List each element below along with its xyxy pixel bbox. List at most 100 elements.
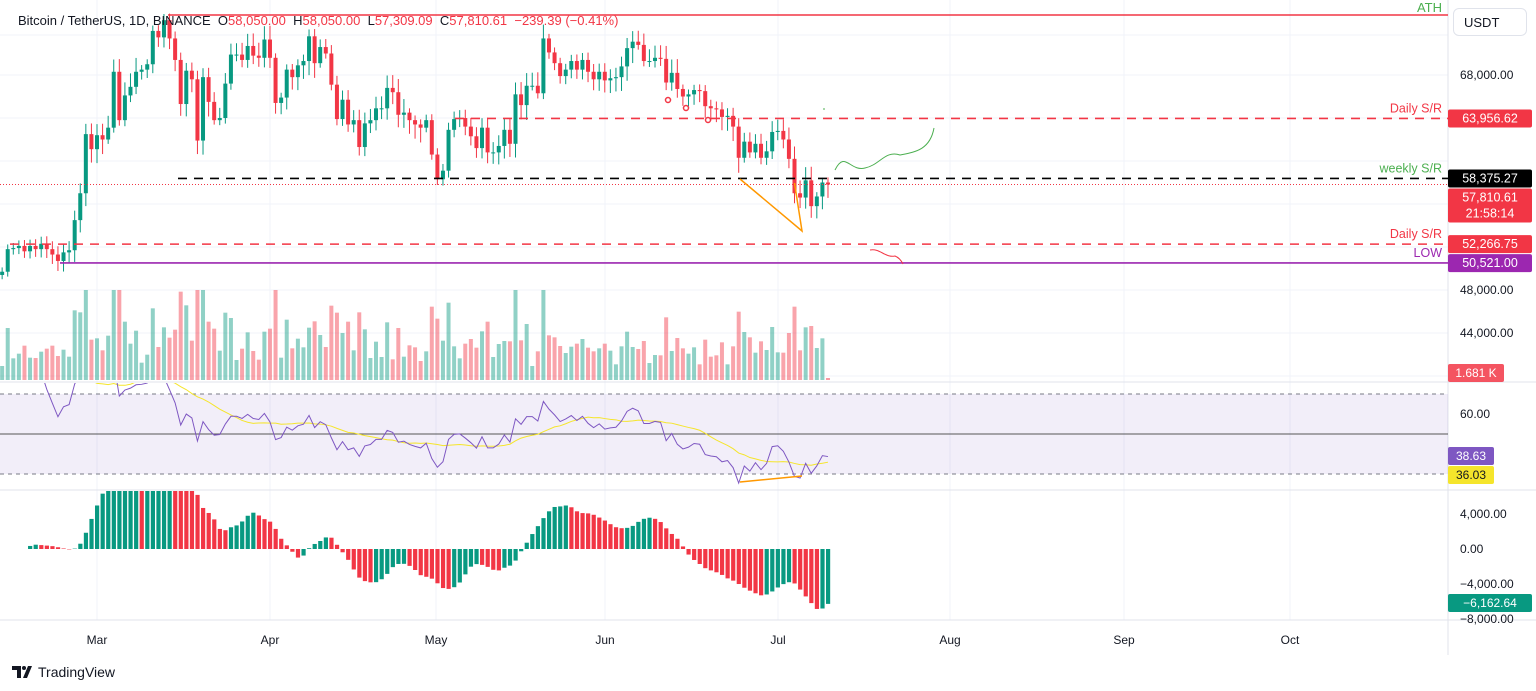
- volume-bar: [747, 337, 752, 380]
- tradingview-logo[interactable]: TradingView: [12, 664, 115, 680]
- candle-body: [362, 123, 367, 148]
- candle-body: [658, 57, 663, 59]
- ao-bar: [625, 527, 630, 549]
- ao-bar: [95, 505, 100, 549]
- candle-body: [591, 71, 596, 80]
- volume-bar: [803, 327, 808, 380]
- ao-bar: [340, 549, 345, 553]
- candle-body: [161, 20, 166, 38]
- chart-canvas[interactable]: ATH Daily S/R 63,956.62 weekly S/R 58,375.27…: [0, 0, 1536, 660]
- ao-bar: [100, 493, 105, 549]
- ao-bar: [725, 549, 730, 579]
- ao-value-label: −6,162.64: [1463, 596, 1517, 610]
- candle-body: [167, 20, 172, 39]
- candle-body: [150, 30, 155, 65]
- volume-bar: [742, 332, 747, 380]
- volume-bar: [401, 356, 406, 380]
- ao-bar: [792, 549, 797, 584]
- rsi-ma-value-label: 36.03: [1456, 468, 1486, 482]
- volume-bar: [139, 362, 144, 380]
- candle-body: [273, 57, 278, 103]
- volume-bar: [764, 350, 769, 380]
- ao-bar: [128, 491, 133, 549]
- volume-bar: [201, 290, 206, 380]
- volume-bar: [524, 324, 529, 380]
- time-axis-label: Jun: [595, 633, 614, 647]
- ao-bar: [731, 549, 736, 581]
- volume-bar: [28, 357, 33, 380]
- ao-bar: [653, 518, 658, 549]
- volume-bar: [653, 355, 657, 380]
- ao-bar: [39, 545, 44, 549]
- candle-body: [401, 112, 406, 115]
- ao-bar: [217, 528, 222, 549]
- ao-bar: [764, 549, 769, 595]
- candle-body: [346, 99, 351, 125]
- candle-body: [463, 118, 468, 127]
- low-label: L: [367, 13, 375, 28]
- volume-bar: [156, 347, 161, 380]
- candle-body: [385, 87, 390, 109]
- ao-bar: [519, 549, 524, 552]
- rsi-value-label: 38.63: [1456, 449, 1486, 463]
- ao-bar: [803, 549, 808, 597]
- ao-bar: [641, 518, 647, 549]
- volume-bar: [117, 290, 122, 380]
- candle-body: [413, 120, 418, 125]
- candle-body: [491, 152, 496, 154]
- candle-body: [697, 90, 702, 92]
- volume-bar: [680, 348, 685, 380]
- ao-bar: [736, 549, 741, 585]
- candle-body: [619, 66, 624, 78]
- candle-body: [669, 72, 674, 83]
- volume-bar: [485, 321, 490, 380]
- candle-body: [825, 182, 830, 185]
- candle-body: [72, 220, 77, 251]
- price-axis-tick: 44,000.00: [1460, 326, 1514, 340]
- volume-bar: [228, 318, 233, 380]
- volume-bar: [329, 305, 334, 380]
- candle-body: [184, 70, 189, 105]
- volume-bar: [223, 312, 228, 380]
- volume-bar: [658, 355, 663, 380]
- candle-body: [374, 108, 378, 121]
- candle-body: [106, 127, 111, 140]
- candle-body: [680, 88, 685, 97]
- ao-bar: [759, 549, 764, 596]
- close-label: C: [439, 13, 450, 28]
- price-axis-tick: 48,000.00: [1460, 283, 1514, 297]
- currency-button[interactable]: USDT: [1453, 8, 1527, 36]
- candle-body: [173, 38, 178, 60]
- ao-bar: [301, 549, 306, 556]
- candle-body: [251, 45, 256, 56]
- candle-body: [228, 54, 233, 84]
- volume-bar: [284, 319, 289, 380]
- volume-bar: [719, 342, 724, 380]
- candle-body: [390, 87, 395, 93]
- candle-body: [55, 254, 60, 261]
- ao-bar: [273, 528, 278, 549]
- ao-bar: [161, 491, 167, 549]
- volume-bar: [413, 347, 418, 380]
- volume-bar: [725, 364, 730, 380]
- volume-bar: [379, 357, 384, 380]
- ao-bar: [798, 549, 803, 590]
- ao-bar: [591, 514, 596, 549]
- volume-bar: [692, 347, 697, 380]
- volume-bar: [67, 356, 72, 380]
- candle-body: [329, 53, 334, 85]
- volume-bar: [647, 363, 652, 380]
- ao-bar: [775, 549, 780, 588]
- rsi-ma-label-box: [1448, 466, 1494, 484]
- ao-bar: [351, 549, 356, 570]
- candle-body: [117, 71, 122, 121]
- volume-bar: [452, 346, 457, 380]
- symbol-legend: Bitcoin / TetherUS, 1D, BINANCE O58,050.…: [18, 13, 618, 28]
- candle-body: [83, 134, 88, 194]
- level-label: Daily S/R: [1390, 101, 1442, 115]
- price-label: 57,810.61: [1462, 190, 1518, 204]
- candle-body: [111, 71, 116, 128]
- volume-bar: [89, 339, 94, 380]
- candle-body: [424, 120, 429, 128]
- volume-bar: [33, 358, 38, 380]
